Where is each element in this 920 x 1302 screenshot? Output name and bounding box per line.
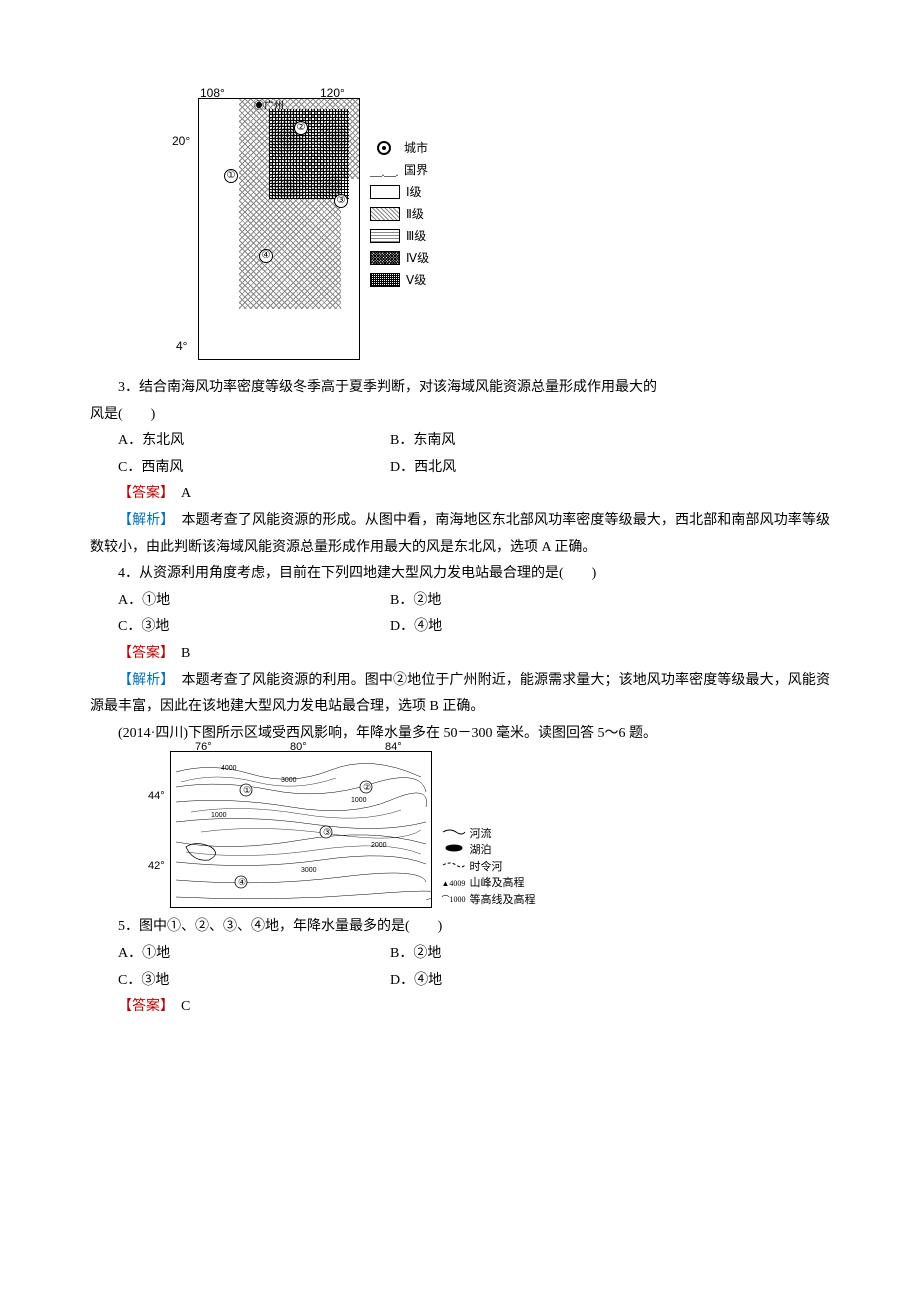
q4-opt-b: B．②地 — [390, 588, 830, 615]
legend-g2: Ⅱ级 — [406, 203, 424, 226]
map2-lon-0: 76° — [195, 737, 212, 758]
map1: 108° 120° 20° 4° ① ② ③ ④ ◉广州 城市 国界 Ⅰ级 Ⅱ级… — [170, 90, 470, 365]
legend-g3-icon — [370, 229, 400, 243]
q5-opt-b: B．②地 — [390, 941, 830, 968]
legend-g1-icon — [370, 185, 400, 199]
q3-opt-d: D．西北风 — [390, 455, 830, 482]
q5-answer-label: 【答案】 — [118, 999, 167, 1014]
q3-answer: A — [167, 486, 191, 501]
q3-analysis-label: 【解析】 — [118, 513, 167, 528]
map1-mark-3: ③ — [334, 194, 348, 208]
legend-river: 河流 — [470, 826, 492, 843]
map2-figure: ① ② ③ ④ 4000 3000 1000 1000 2000 3000 76… — [170, 751, 830, 908]
map2-lat-1: 42° — [148, 856, 165, 877]
q3-answer-label: 【答案】 — [118, 486, 167, 501]
legend-iriver: 时令河 — [470, 859, 503, 876]
map2-lon-1: 80° — [290, 737, 307, 758]
q3-opt-b: B．东南风 — [390, 428, 830, 455]
svg-text:1000: 1000 — [351, 797, 367, 804]
q3-opt-a: A．东北风 — [90, 428, 390, 455]
legend-lake-icon — [442, 842, 466, 859]
map1-area: ① ② ③ ④ ◉广州 — [198, 98, 360, 360]
svg-text:1000: 1000 — [211, 812, 227, 819]
q5-opt-a: A．①地 — [90, 941, 390, 968]
q5-stem: 5．图中①、②、③、④地，年降水量最多的是( ) — [90, 914, 830, 941]
legend-g3: Ⅲ级 — [406, 225, 426, 248]
legend-iriver-icon — [442, 859, 466, 876]
q4-analysis: 本题考查了风能资源的利用。图中②地位于广州附近，能源需求量大；该地风功率密度等级… — [90, 673, 830, 715]
legend-g4-icon — [370, 251, 400, 265]
legend-river-icon — [442, 826, 466, 843]
map2-svg: ① ② ③ ④ 4000 3000 1000 1000 2000 3000 — [171, 752, 431, 907]
map1-mark-2: ② — [294, 121, 308, 135]
svg-text:①: ① — [243, 785, 251, 795]
map1-lat-bottom: 4° — [176, 335, 187, 358]
map2-lat-0: 44° — [148, 786, 165, 807]
map1-figure: 108° 120° 20° 4° ① ② ③ ④ ◉广州 城市 国界 Ⅰ级 Ⅱ级… — [170, 90, 830, 365]
q4-opt-d: D．④地 — [390, 614, 830, 641]
map1-lat-top: 20° — [172, 130, 190, 153]
legend-city-icon — [377, 141, 391, 155]
legend-city: 城市 — [404, 137, 428, 160]
legend-peak: 山峰及高程 — [470, 875, 525, 892]
legend-g4: Ⅳ级 — [406, 247, 429, 270]
legend-border-icon — [370, 164, 398, 176]
map2: ① ② ③ ④ 4000 3000 1000 1000 2000 3000 — [170, 751, 432, 908]
q4-opt-c: C．③地 — [90, 614, 390, 641]
svg-text:3000: 3000 — [301, 867, 317, 874]
q3-stem-line1: 3．结合南海风功率密度等级冬季高于夏季判断，对该海域风能资源总量形成作用最大的 — [90, 375, 830, 402]
legend-contour: 等高线及高程 — [470, 892, 536, 909]
q4-analysis-label: 【解析】 — [118, 673, 167, 688]
svg-text:③: ③ — [323, 827, 331, 837]
q3-analysis: 本题考查了风能资源的形成。从图中看，南海地区东北部风功率密度等级最大，西北部和南… — [90, 513, 830, 555]
legend-contour-icon: ⌒1000 — [442, 894, 466, 906]
legend-g5-icon — [370, 273, 400, 287]
map2-legend: 河流 湖泊 时令河 ▲4009 山峰及高程 ⌒1000 等高线及高程 — [442, 826, 536, 909]
legend-lake: 湖泊 — [470, 842, 492, 859]
legend-g5: Ⅴ级 — [406, 269, 426, 292]
map1-mark-4: ④ — [259, 249, 273, 263]
q4-stem: 4．从资源利用角度考虑，目前在下列四地建大型风力发电站最合理的是( ) — [90, 561, 830, 588]
q4-answer-label: 【答案】 — [118, 646, 167, 661]
q5-opt-c: C．③地 — [90, 968, 390, 995]
svg-text:4000: 4000 — [221, 765, 237, 772]
map1-mark-1: ① — [224, 169, 238, 183]
q3-opt-c: C．西南风 — [90, 455, 390, 482]
svg-text:②: ② — [363, 782, 371, 792]
map1-city-label: 广州 — [264, 101, 284, 112]
q4-answer: B — [167, 646, 190, 661]
map2-lon-2: 84° — [385, 737, 402, 758]
legend-g2-icon — [370, 207, 400, 221]
q5-answer: C — [167, 999, 190, 1014]
map1-legend: 城市 国界 Ⅰ级 Ⅱ级 Ⅲ级 Ⅳ级 Ⅴ级 — [370, 140, 429, 294]
legend-border: 国界 — [404, 159, 428, 182]
svg-text:④: ④ — [238, 877, 246, 887]
legend-g1: Ⅰ级 — [406, 181, 422, 204]
q3-stem-line2: 风是( ) — [90, 402, 830, 429]
q4-opt-a: A．①地 — [90, 588, 390, 615]
svg-text:3000: 3000 — [281, 777, 297, 784]
svg-text:2000: 2000 — [371, 842, 387, 849]
q5-opt-d: D．④地 — [390, 968, 830, 995]
legend-peak-icon: ▲4009 — [442, 878, 466, 890]
